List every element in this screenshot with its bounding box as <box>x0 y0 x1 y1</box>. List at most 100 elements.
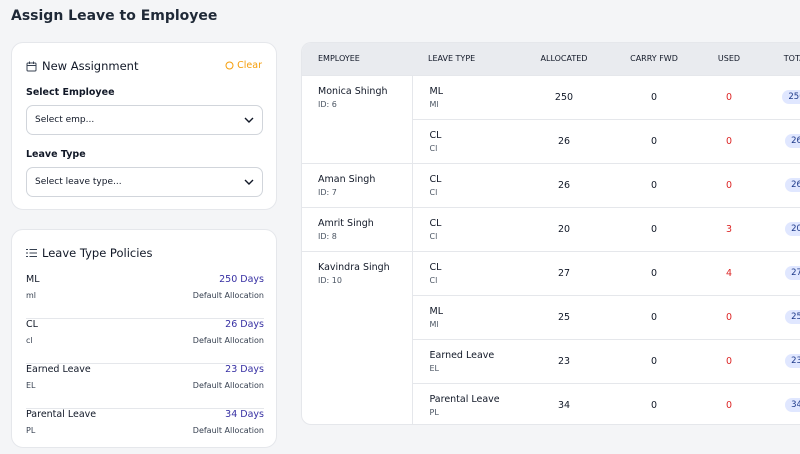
policy-item: Parental Leave PL 34 Days Default Allocatio… <box>26 409 264 454</box>
employee-name: Monica Shingh <box>318 85 388 97</box>
leave-type-cell: CL Cl <box>412 206 527 251</box>
total-pill: 34 <box>785 398 800 413</box>
total-pill: 25 <box>785 310 800 324</box>
column-header: USED <box>707 43 751 75</box>
allocated: 26 <box>527 118 601 163</box>
policy-note: Default Allocation <box>192 291 264 300</box>
leave-type: ML <box>429 85 444 97</box>
leave-type: CL <box>429 261 442 273</box>
leave-type-cell: CL Cl <box>412 118 527 163</box>
leave-code: PL <box>429 407 439 417</box>
employee-id: ID: 8 <box>318 231 337 241</box>
leave-code: Cl <box>429 275 438 285</box>
policy-days: 250 Days <box>219 274 264 285</box>
select-placeholder: Select leave type... <box>35 177 122 187</box>
employee-cell: Aman Singh ID: 7 <box>302 162 413 207</box>
policy-code: ml <box>26 291 37 300</box>
carry-forward: 0 <box>601 382 707 424</box>
leave-type-cell: Parental Leave PL <box>412 382 527 424</box>
clear-button[interactable]: Clear <box>225 60 262 71</box>
policy-name: CL <box>26 319 38 330</box>
total-pill: 26 <box>785 178 800 192</box>
leave-code: Cl <box>429 143 438 153</box>
total-pill: 27 <box>785 266 800 280</box>
policies-card: Leave Type Policies ML ml 250 Days Default … <box>11 229 277 448</box>
leave-type: ML <box>429 305 444 317</box>
leave-type-cell: CL Cl <box>412 250 527 295</box>
calendar-icon <box>26 61 37 71</box>
column-header: CARRY FWD <box>601 43 707 75</box>
employee-select[interactable]: Select emp... <box>26 105 263 135</box>
clear-label[interactable]: Clear <box>237 60 262 71</box>
carry-forward: 0 <box>601 206 707 251</box>
policy-days: 26 Days <box>225 319 264 330</box>
carry-forward: 0 <box>601 338 707 383</box>
total-cell: 26 <box>751 162 800 207</box>
allocated: 250 <box>527 74 601 119</box>
leave-type-select[interactable]: Select leave type... <box>26 167 263 197</box>
page-title: Assign Leave to Employee <box>11 8 218 24</box>
employee-name: Amrit Singh <box>318 217 374 229</box>
employee-cell: Monica Shingh ID: 6 <box>302 74 413 163</box>
policy-days: 34 Days <box>225 409 264 420</box>
total-cell: 27 <box>751 250 800 295</box>
total-cell: 34 <box>751 382 800 424</box>
policy-note: Default Allocation <box>192 381 264 390</box>
leave-code: EL <box>429 363 440 373</box>
carry-forward: 0 <box>601 250 707 295</box>
employee-id: ID: 10 <box>318 275 342 285</box>
used: 0 <box>707 162 751 207</box>
used: 4 <box>707 250 751 295</box>
leave-type: Parental Leave <box>429 393 500 405</box>
field-label: Leave Type <box>26 149 86 160</box>
column-header: TOTAL <box>751 43 800 75</box>
leave-type-cell: Earned Leave EL <box>412 338 527 383</box>
policy-note: Default Allocation <box>192 336 264 345</box>
policy-code: PL <box>26 426 36 435</box>
total-cell: 250 <box>751 74 800 119</box>
used: 0 <box>707 294 751 339</box>
card-header: Leave Type Policies <box>26 246 152 260</box>
used: 0 <box>707 118 751 163</box>
leave-code: Cl <box>429 187 438 197</box>
leave-type: CL <box>429 217 442 229</box>
clear-icon <box>225 61 234 70</box>
employee-name: Aman Singh <box>318 173 376 185</box>
table-row: CLCl260026 <box>302 118 800 163</box>
list-icon <box>26 249 37 257</box>
chevron <box>244 179 254 185</box>
leave-type-cell: ML Ml <box>412 74 527 119</box>
carry-forward: 0 <box>601 162 707 207</box>
table-row: Earned LeaveEL230023 <box>302 338 800 383</box>
employee-id: ID: 7 <box>318 187 337 197</box>
leave-code: Ml <box>429 319 439 329</box>
total-cell: 26 <box>751 118 800 163</box>
leave-type: CL <box>429 129 442 141</box>
allocated: 20 <box>527 206 601 251</box>
leave-type: CL <box>429 173 442 185</box>
card-header: New Assignment <box>26 59 138 73</box>
employee-name: Kavindra Singh <box>318 261 390 273</box>
policy-days: 23 Days <box>225 364 264 375</box>
card-title: New Assignment <box>42 59 139 73</box>
leave-type-cell: ML Ml <box>412 294 527 339</box>
total-cell: 23 <box>751 338 800 383</box>
carry-forward: 0 <box>601 74 707 119</box>
leave-type: Earned Leave <box>429 349 495 361</box>
column-header: EMPLOYEE <box>302 43 412 75</box>
total-cell: 20 <box>751 206 800 251</box>
used: 0 <box>707 382 751 424</box>
leave-code: Ml <box>429 99 439 109</box>
policy-name: Parental Leave <box>26 409 97 420</box>
allocated: 23 <box>527 338 601 383</box>
field-label: Select Employee <box>26 87 115 98</box>
employee-cell: Amrit Singh ID: 8 <box>302 206 413 251</box>
allocated: 34 <box>527 382 601 424</box>
leave-table: EMPLOYEE LEAVE TYPE ALLOCATED CARRY FWD USED… <box>301 42 800 425</box>
table-row: Parental LeavePL340034 <box>302 382 800 424</box>
